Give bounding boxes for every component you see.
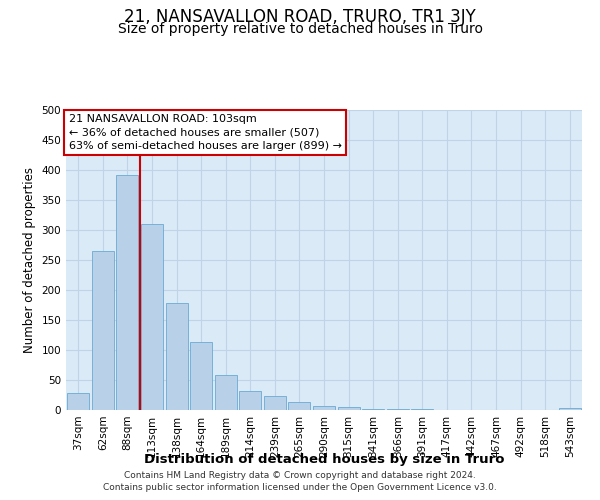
Bar [264, 396, 286, 410]
Text: 21 NANSAVALLON ROAD: 103sqm
← 36% of detached houses are smaller (507)
63% of se: 21 NANSAVALLON ROAD: 103sqm ← 36% of det… [68, 114, 341, 151]
Bar [338, 407, 359, 410]
Text: Distribution of detached houses by size in Truro: Distribution of detached houses by size … [144, 452, 504, 466]
Bar [116, 175, 139, 410]
Bar [239, 392, 262, 410]
Bar [67, 393, 89, 410]
Bar [92, 251, 114, 410]
Bar [313, 406, 335, 410]
Text: Size of property relative to detached houses in Truro: Size of property relative to detached ho… [118, 22, 482, 36]
Bar [166, 303, 188, 410]
Bar [559, 408, 581, 410]
Text: 21, NANSAVALLON ROAD, TRURO, TR1 3JY: 21, NANSAVALLON ROAD, TRURO, TR1 3JY [124, 8, 476, 26]
Bar [289, 402, 310, 410]
Y-axis label: Number of detached properties: Number of detached properties [23, 167, 36, 353]
Bar [190, 342, 212, 410]
Text: Contains HM Land Registry data © Crown copyright and database right 2024.
Contai: Contains HM Land Registry data © Crown c… [103, 471, 497, 492]
Bar [215, 375, 237, 410]
Bar [141, 224, 163, 410]
